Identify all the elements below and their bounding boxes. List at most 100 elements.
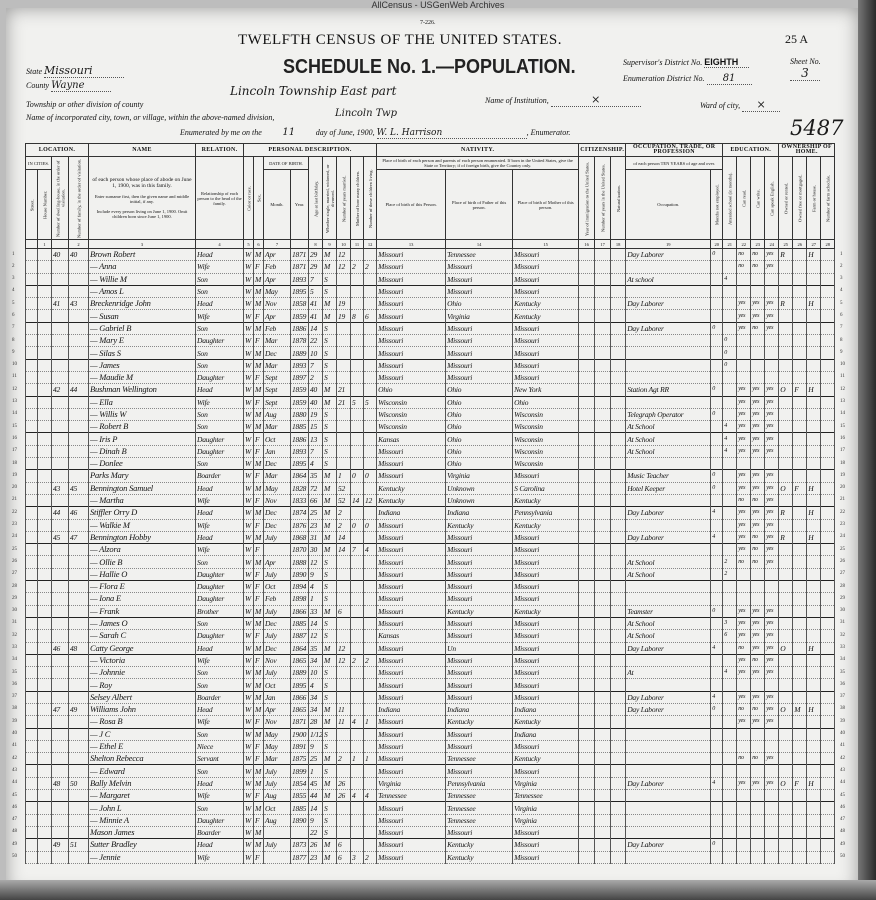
relation-cell: Head — [195, 641, 244, 655]
children-living-cell — [362, 346, 378, 360]
naturalization-cell — [610, 789, 627, 803]
mother-birthplace-cell: Missouri — [512, 530, 580, 545]
months-unemployed-cell: 0 — [710, 604, 724, 618]
birth-year-cell: 1880 — [290, 407, 309, 422]
dwelling-number-cell — [51, 260, 69, 274]
table-row: — Hallie O Daughter W F July 1890 9 S Missouri Mi… — [25, 567, 836, 582]
birth-month-cell: July — [263, 776, 291, 791]
free-mortgaged-cell — [792, 247, 808, 262]
relation-cell: Son — [195, 727, 244, 741]
mother-birthplace-cell: Pennsylvania — [512, 506, 580, 520]
occupation-cell — [625, 518, 712, 532]
can-write-cell: yes — [750, 297, 766, 311]
sex-cell: M — [253, 358, 264, 372]
father-birthplace-cell: Ohio — [445, 457, 514, 471]
farm-house-cell — [806, 629, 822, 643]
sex-cell: F — [253, 850, 264, 864]
children-living-cell — [362, 739, 378, 754]
marital-status-cell: S — [322, 346, 337, 360]
street-cell — [25, 432, 38, 446]
naturalization-cell — [610, 838, 627, 852]
years-in-us-cell — [594, 641, 612, 655]
months-unemployed-cell — [710, 678, 724, 692]
free-mortgaged-cell — [792, 309, 808, 323]
sex-cell: M — [253, 616, 264, 631]
occupation-cell — [625, 457, 712, 471]
can-write-cell: yes — [750, 383, 766, 397]
occupation-cell — [625, 543, 712, 557]
occupation-cell: At School — [625, 420, 712, 434]
farm-house-cell — [806, 567, 822, 582]
relation-cell: Head — [195, 297, 244, 311]
mother-birthplace-cell: Missouri — [512, 358, 580, 372]
birth-month-cell: Sept — [263, 383, 291, 397]
years-married-cell: 6 — [336, 838, 351, 852]
column-number: 9 — [322, 239, 337, 249]
header-birth-mother: Place of birth of Mother of this person. — [512, 169, 580, 240]
line-number-left: 11 — [12, 374, 17, 380]
header-name-desc: of each person whose place of abode on J… — [88, 156, 196, 240]
birth-year-cell: 1874 — [290, 506, 309, 520]
dwelling-number-cell — [51, 407, 69, 422]
naturalization-cell — [610, 592, 627, 606]
birthplace-cell: Kentucky — [376, 481, 447, 495]
mother-birthplace-cell: Missouri — [512, 690, 580, 704]
children-born-cell — [350, 825, 364, 840]
owned-rented-cell — [778, 567, 794, 582]
children-born-cell — [350, 346, 364, 360]
relation-cell: Head — [195, 702, 244, 717]
street-cell — [25, 260, 38, 274]
birth-year-cell: 1894 — [290, 580, 309, 594]
children-living-cell — [362, 727, 378, 741]
birthplace-cell: Missouri — [376, 641, 447, 655]
age-cell: 5 — [308, 284, 323, 299]
months-unemployed-cell: 0 — [710, 321, 724, 336]
age-cell: 9 — [308, 567, 323, 582]
can-read-cell — [736, 789, 752, 803]
township-label: Township or other division of county — [26, 100, 144, 109]
years-in-us-cell — [594, 383, 612, 397]
immigration-year-cell — [578, 469, 596, 483]
family-number-cell — [68, 764, 89, 778]
house-number-cell — [37, 825, 52, 840]
farm-schedule-cell — [820, 813, 836, 827]
children-living-cell: 2 — [362, 850, 378, 864]
years-in-us-cell — [594, 518, 612, 532]
school-months-cell — [722, 407, 738, 422]
father-birthplace-cell: Missouri — [445, 334, 514, 348]
occupation-cell: At School — [625, 567, 712, 582]
mother-birthplace-cell: Missouri — [512, 284, 580, 299]
naturalization-cell — [610, 260, 627, 274]
table-row: — Ella Wife W F Sept 1859 40 M 21 5 5 Wisconsin Ohio… — [25, 395, 836, 409]
birth-month-cell: Mar — [263, 469, 291, 483]
farm-schedule-cell — [820, 444, 836, 459]
dwelling-number-cell — [51, 309, 69, 323]
free-mortgaged-cell — [792, 321, 808, 336]
children-born-cell — [350, 506, 364, 520]
column-number: 2 — [68, 239, 89, 249]
farm-schedule-cell — [820, 653, 836, 668]
naturalization-cell — [610, 801, 627, 815]
years-in-us-cell — [594, 776, 612, 791]
school-months-cell — [722, 247, 738, 262]
immigration-year-cell — [578, 702, 596, 717]
birth-month-cell: July — [263, 629, 291, 643]
children-living-cell — [362, 567, 378, 582]
family-number-cell — [68, 555, 89, 569]
children-born-cell: 8 — [350, 309, 364, 323]
marital-status-cell: M — [322, 641, 337, 655]
mother-birthplace-cell: Missouri — [512, 616, 580, 631]
line-number-right: 8 — [840, 337, 843, 343]
children-born-cell: 14 — [350, 493, 364, 508]
children-living-cell — [362, 678, 378, 692]
sex-cell: F — [253, 432, 264, 446]
family-number-cell — [68, 358, 89, 372]
father-birthplace-cell: Missouri — [445, 678, 514, 692]
can-speak-english-cell: yes — [764, 752, 780, 766]
years-married-cell — [336, 727, 351, 741]
city-value: Lincoln Twp — [335, 108, 397, 119]
census-title: TWELFTH CENSUS OF THE UNITED STATES. — [238, 32, 563, 48]
form-number: 7-226. — [420, 20, 436, 26]
immigration-year-cell — [578, 580, 596, 594]
birth-month-cell: July — [263, 666, 291, 680]
